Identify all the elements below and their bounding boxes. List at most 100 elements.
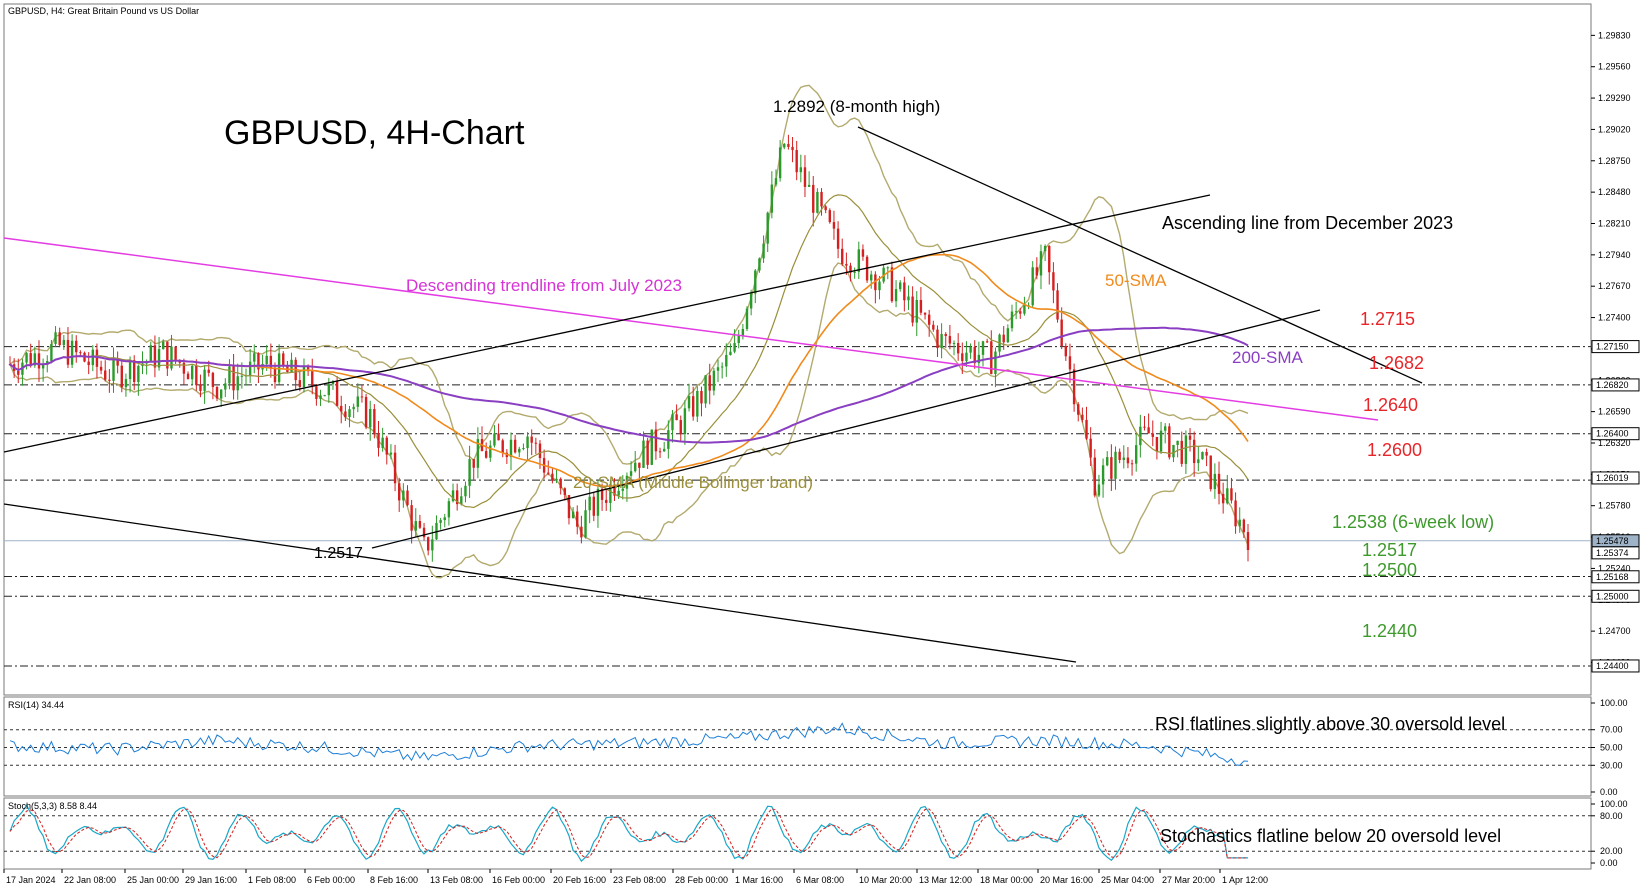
- candle-body: [977, 354, 981, 364]
- candle-body: [352, 406, 355, 410]
- candle-body: [1221, 493, 1225, 504]
- price-box: [1591, 546, 1640, 560]
- candle-body: [1155, 436, 1159, 452]
- candle-body: [66, 339, 70, 365]
- ascending-line-upper: [3, 194, 1211, 453]
- rsi-title: RSI(14) 34.44: [8, 700, 64, 710]
- price-box-label: 1.25000: [1596, 591, 1629, 601]
- candle-body: [364, 396, 368, 428]
- price-y-tick-label: 1.26590: [1598, 407, 1631, 417]
- price-box: [1591, 589, 1640, 603]
- chart-annotation: 20-SMA (Middle Bollinger band): [573, 473, 813, 492]
- level-label: 1.2640: [1363, 395, 1418, 415]
- candle-body: [509, 439, 513, 458]
- x-tick-label: 6 Mar 08:00: [796, 875, 844, 885]
- candle-body: [1122, 457, 1125, 461]
- candle-body: [1213, 473, 1217, 490]
- candle-body: [302, 366, 306, 387]
- candle-body: [1209, 455, 1212, 490]
- candle-body: [675, 414, 678, 421]
- stoch-d-line: [9, 808, 1248, 859]
- candle-body: [1077, 404, 1080, 415]
- candle-body: [518, 448, 521, 453]
- candle-body: [1151, 433, 1154, 437]
- candle-body: [1143, 426, 1146, 428]
- candle-body: [1097, 484, 1101, 496]
- candle-body: [112, 360, 115, 381]
- candle-body: [331, 381, 335, 385]
- candle-body: [650, 429, 653, 465]
- candle-body: [737, 335, 740, 344]
- candle-body: [236, 376, 239, 391]
- candle-body: [845, 263, 848, 266]
- level-label: 1.2538 (6-week low): [1332, 512, 1494, 532]
- candle-body: [1168, 426, 1171, 458]
- price-y-tick-label: 1.28750: [1598, 156, 1631, 166]
- candle-body: [646, 440, 649, 465]
- candle-body: [128, 360, 132, 380]
- candle-body: [443, 517, 446, 521]
- candle-body: [700, 390, 703, 404]
- candle-body: [1106, 457, 1109, 466]
- rsi-panel-frame: [3, 696, 1592, 797]
- candle-body: [522, 448, 525, 450]
- candle-body: [1023, 305, 1026, 314]
- candle-body: [716, 367, 720, 371]
- candle-body: [248, 361, 252, 376]
- candle-body: [725, 354, 728, 367]
- level-label: 1.2517: [1362, 540, 1417, 560]
- candle-body: [484, 451, 488, 458]
- chart-annotation: 1.2892 (8-month high): [773, 97, 940, 116]
- candle-body: [1226, 488, 1229, 504]
- candle-body: [41, 364, 45, 369]
- candle-body: [75, 340, 78, 353]
- candle-body: [253, 353, 256, 362]
- candle-body: [662, 448, 666, 452]
- candle-body: [749, 293, 753, 309]
- candle-body: [265, 355, 268, 364]
- candle-body: [919, 299, 923, 313]
- bollinger-lower: [9, 262, 1249, 579]
- rsi-tick-label: 70.00: [1600, 725, 1623, 735]
- candle-body: [1184, 435, 1188, 464]
- candle-body: [878, 281, 881, 291]
- candle-body: [621, 488, 624, 491]
- rsi-line: [9, 722, 1249, 766]
- candle-body: [1135, 445, 1138, 464]
- price-box-label: 1.25478: [1596, 536, 1629, 546]
- candle-body: [1056, 290, 1059, 320]
- price-y-tick-label: 1.25780: [1598, 501, 1631, 511]
- candle-body: [588, 496, 591, 511]
- candle-body: [903, 282, 906, 301]
- price-y-tick-label: 1.27940: [1598, 250, 1631, 260]
- candle-body: [1234, 500, 1237, 527]
- candle-body: [472, 459, 475, 468]
- candle-body: [841, 248, 844, 264]
- x-tick-label: 25 Jan 00:00: [127, 875, 179, 885]
- candle-body: [1010, 311, 1014, 329]
- candle-body: [37, 353, 41, 369]
- candle-body: [551, 473, 554, 481]
- candle-body: [861, 249, 865, 257]
- candle-body: [319, 395, 322, 399]
- candle-body: [783, 143, 786, 148]
- price-y-tick-label: 1.29290: [1598, 93, 1631, 103]
- level-label: 1.2500: [1362, 560, 1417, 580]
- candle-body: [54, 332, 57, 344]
- candle-body: [555, 478, 558, 481]
- x-tick-label: 1 Apr 12:00: [1222, 875, 1268, 885]
- stoch-title: Stoch(5,3,3) 8.58 8.44: [8, 801, 97, 811]
- candle-body: [1197, 459, 1200, 464]
- candle-body: [712, 370, 716, 391]
- candle-body: [161, 341, 165, 350]
- candle-body: [439, 520, 442, 523]
- candle-body: [219, 389, 223, 399]
- x-tick-label: 1 Feb 08:00: [248, 875, 296, 885]
- candle-body: [1230, 488, 1233, 501]
- candle-body: [530, 436, 533, 443]
- candle-body: [33, 353, 37, 366]
- candle-body: [803, 167, 807, 187]
- candle-body: [315, 386, 318, 399]
- candle-body: [1101, 465, 1105, 485]
